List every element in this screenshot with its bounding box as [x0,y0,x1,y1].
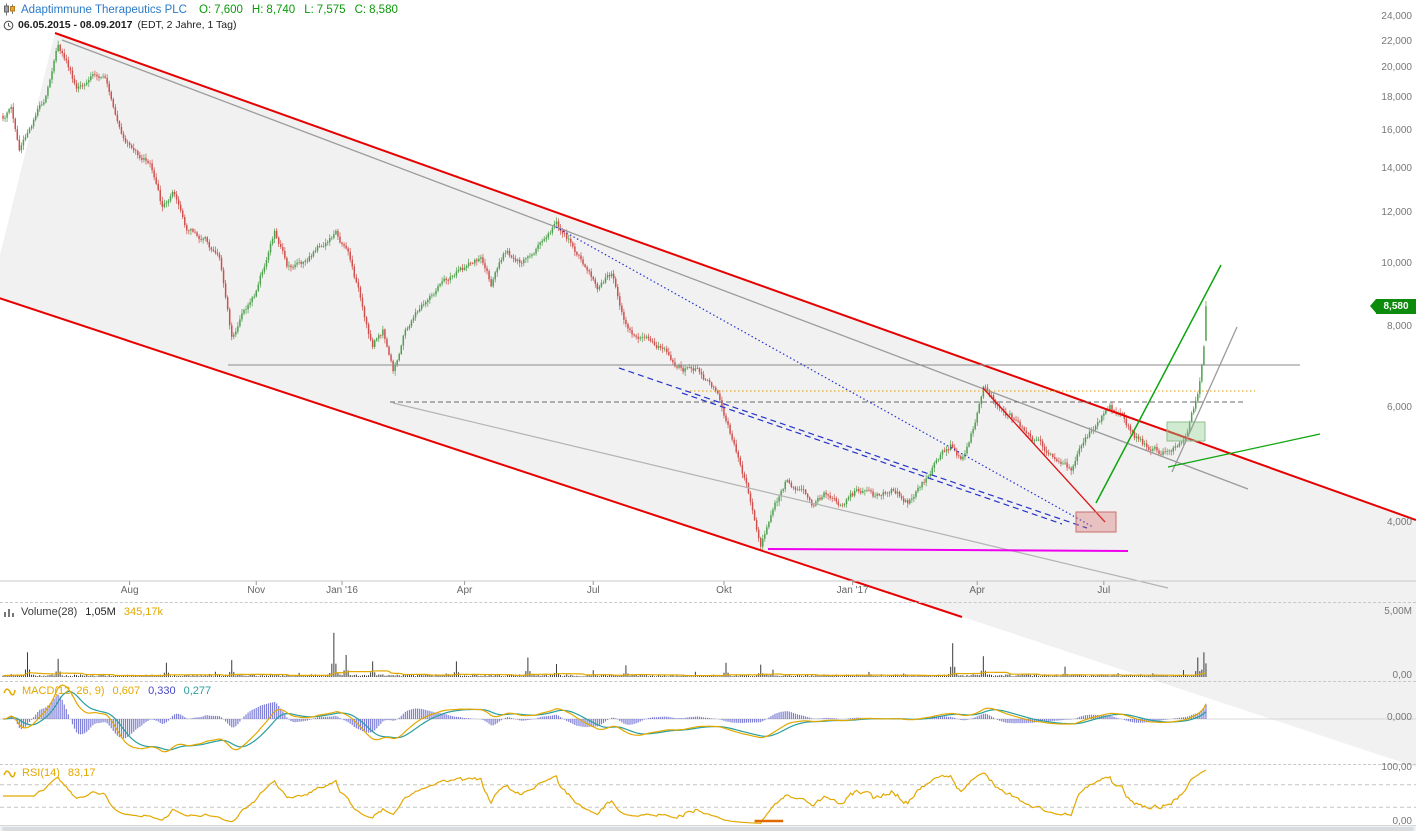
instrument-header: Adaptimmune Therapeutics PLC O: 7,600 H: 8… [3,2,398,17]
volume-bars-icon[interactable] [3,607,15,617]
macd-histogram-value: 0,330 [148,685,176,697]
rsi-zero-label: 0,00 [1392,816,1412,827]
macd-signal-value: 0,277 [183,685,212,697]
time-axis-label: Apr [456,585,473,596]
volume-label: Volume(28) [21,606,78,618]
open-label: O: [199,3,212,16]
rsi-indicator-icon[interactable] [3,769,16,778]
macd-value: 0,607 [112,685,141,697]
time-axis-label: Aug [120,585,139,596]
macd-zero-label: 0,000 [1386,712,1412,723]
current-price-tag: 8,580 [1370,298,1416,314]
rsi-panel-header: RSI(14) 83,17 [3,767,103,779]
rsi-value: 83,17 [67,767,96,779]
panel-separator [0,681,1416,682]
instrument-name[interactable]: Adaptimmune Therapeutics PLC [21,3,187,16]
time-axis-label: Nov [247,585,266,596]
volume-scale-zero-label: 0,00 [1392,670,1412,681]
panel-separator [0,764,1416,765]
rsi-label: RSI(14) [22,767,60,779]
volume-series [2,632,1207,677]
close-value: 8,580 [369,3,398,16]
time-axis-label: Okt [716,585,732,596]
chart-range-info: 06.05.2015 - 08.09.2017 (EDT, 2 Jahre, 1… [3,19,236,31]
time-axis-ticks [129,581,1105,585]
macd-series [0,684,1416,753]
volume-scale-max-label: 5,00M [1384,606,1412,617]
volume-current-value: 1,05M [85,606,116,618]
clock-icon [3,20,14,31]
macd-indicator-icon[interactable] [3,687,16,696]
high-label: H: [251,3,264,16]
volume-ma-value: 345,17k [123,606,163,618]
trendline-annotations[interactable] [0,32,1416,618]
panel-separator [0,602,1416,603]
time-axis-label: Apr [969,585,985,596]
time-axis-labels: Aug Nov Jan '16 Apr Jul Okt Jan '17 Apr Jul [0,585,1416,599]
low-value: 7,575 [316,3,346,16]
rsi-series [0,769,1416,824]
macd-label: MACD(12, 26, 9) [22,685,105,697]
open-value: 7,600 [214,3,243,16]
scrollbar-thumb[interactable] [2,827,1414,831]
period-note: (EDT, 2 Jahre, 1 Tag) [137,19,237,31]
rsi-max-label: 100,00 [1381,762,1412,773]
candlestick-series [2,40,1207,551]
close-label: C: [354,3,367,16]
horizontal-scrollbar[interactable] [0,825,1416,831]
time-axis-label: Jul [586,585,600,596]
candlestick-chart-icon[interactable] [3,3,16,16]
trend-channel-fill [0,33,1416,767]
high-value: 8,740 [266,3,296,16]
volume-panel-header: Volume(28) 1,05M 345,17k [3,606,171,618]
time-axis-label: Jan '16 [326,585,358,596]
ohlc-readout: O: 7,600 H: 8,740 L: 7,575 C: 8,580 [199,4,398,16]
time-axis-label: Jan '17 [836,585,869,596]
macd-panel-header: MACD(12, 26, 9) 0,607 0,330 0,277 [3,685,219,697]
time-axis-label: Jul [1097,585,1111,596]
low-label: L: [304,3,314,16]
date-range: 06.05.2015 - 08.09.2017 [18,19,133,31]
